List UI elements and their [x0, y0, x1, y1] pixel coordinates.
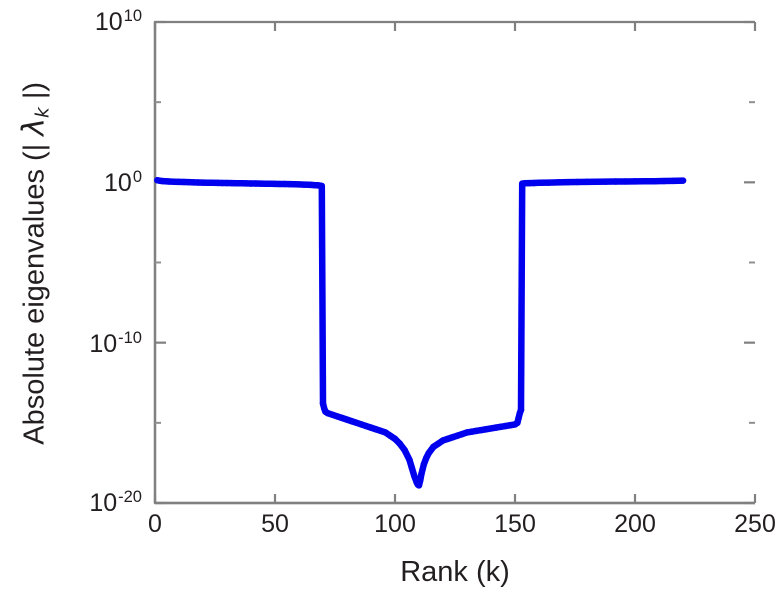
data-point [670, 177, 677, 185]
data-point [238, 180, 245, 187]
data-point [416, 477, 424, 484]
data-point [487, 425, 495, 432]
data-point [554, 179, 562, 186]
data-point [482, 426, 490, 433]
data-series-group [154, 177, 687, 489]
data-point [535, 179, 543, 187]
data-point [166, 178, 173, 185]
data-point [641, 178, 648, 185]
y-tick-label-10e0: 100 [104, 167, 142, 197]
data-point [463, 429, 471, 436]
data-point [262, 180, 269, 187]
data-point [602, 178, 610, 185]
data-point [391, 435, 399, 443]
data-point [622, 178, 629, 185]
data-point [650, 177, 658, 185]
data-point [218, 179, 226, 187]
data-point [526, 179, 533, 187]
data-point [242, 180, 250, 187]
data-point [408, 464, 416, 471]
data-point [386, 432, 394, 439]
data-point [530, 179, 538, 187]
data-point [506, 422, 514, 429]
y-tick-label-10e-10: 10-10 [89, 328, 142, 358]
data-point [180, 178, 188, 186]
data-point [209, 179, 216, 187]
data-point [247, 180, 255, 187]
data-point [190, 179, 197, 186]
data-point [194, 179, 202, 186]
data-point [430, 443, 437, 451]
data-point [422, 454, 430, 462]
data-point [175, 178, 183, 186]
x-tick-label-0: 0 [148, 510, 162, 538]
data-point [199, 179, 207, 186]
data-point [382, 429, 389, 436]
data-point [418, 470, 425, 478]
data-point [593, 178, 600, 185]
data-point [631, 178, 639, 185]
data-point [574, 178, 581, 186]
data-point [290, 181, 298, 188]
data-point [401, 446, 408, 454]
data-point [564, 178, 572, 186]
data-point [660, 177, 668, 185]
data-point [204, 179, 212, 186]
data-point [478, 426, 485, 434]
data-point [517, 406, 525, 414]
data-point [434, 440, 442, 447]
data-point [257, 180, 264, 187]
data-point [679, 177, 687, 184]
x-tick-label-100: 100 [374, 510, 416, 538]
data-point [502, 422, 509, 430]
data-point [425, 450, 432, 457]
data-point [228, 179, 236, 187]
data-point [214, 179, 221, 187]
data-point [473, 427, 480, 435]
series-line [154, 177, 687, 489]
y-tick-label-10e10: 1010 [94, 6, 142, 36]
y-tick-label-10e-20: 10-20 [89, 487, 142, 517]
data-point [420, 461, 428, 468]
data-point [674, 177, 682, 184]
x-axis-label: Rank (k) [400, 556, 510, 588]
data-point [396, 440, 404, 447]
data-point [406, 456, 413, 463]
x-tick-label-200: 200 [614, 510, 656, 538]
data-point [295, 181, 303, 188]
data-series-absolute-eigenvalues [154, 177, 687, 489]
x-tick-label-250: 250 [734, 510, 776, 538]
data-point [271, 180, 279, 188]
data-point [468, 428, 476, 435]
data-point [521, 180, 528, 187]
data-point [252, 180, 260, 187]
data-point [318, 182, 326, 190]
data-point [223, 179, 231, 187]
data-point [233, 179, 240, 187]
data-point [497, 423, 504, 431]
data-point [492, 424, 500, 431]
data-point [286, 180, 293, 188]
x-tick-label-50: 50 [261, 510, 289, 538]
data-point [276, 180, 284, 188]
x-tick-label-150: 150 [494, 510, 536, 538]
data-point [185, 178, 192, 186]
data-point [545, 179, 552, 186]
axis-ticks [153, 20, 757, 505]
data-point [583, 178, 591, 186]
data-point [281, 180, 288, 188]
data-point [300, 181, 308, 188]
data-point [410, 472, 418, 479]
data-point [612, 178, 620, 185]
axis-frame [153, 20, 755, 505]
data-point [170, 178, 178, 185]
data-point [266, 180, 274, 188]
